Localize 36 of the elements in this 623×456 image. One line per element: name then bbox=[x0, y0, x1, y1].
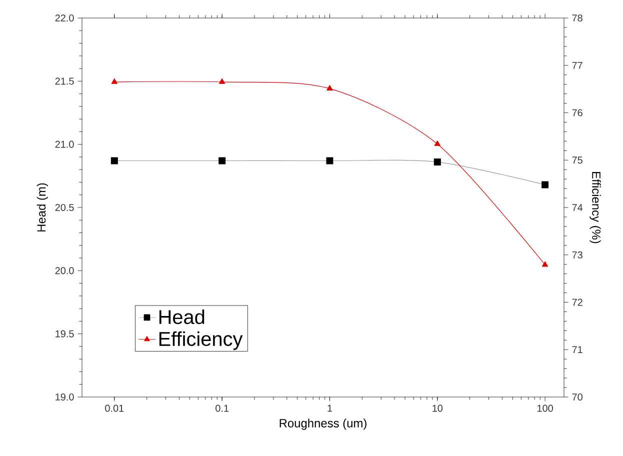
y-tick-label: 21.0 bbox=[55, 140, 74, 148]
y-tick-label: 21.5 bbox=[55, 78, 74, 85]
point bbox=[434, 158, 441, 166]
x-tick-label: 0.01 bbox=[105, 404, 124, 412]
point bbox=[434, 140, 440, 146]
y2-axis-title: Efficiency (%) bbox=[590, 172, 601, 244]
y2-tick-label: 77 bbox=[572, 62, 582, 69]
x-tick-label: 10 bbox=[432, 404, 443, 412]
point bbox=[110, 157, 118, 164]
y2-tick-label: 78 bbox=[572, 14, 582, 22]
y2-tick-label: 74 bbox=[572, 204, 583, 211]
point bbox=[219, 78, 226, 84]
legend-label: Head bbox=[159, 309, 204, 324]
x-tick-label: 0.1 bbox=[216, 404, 229, 412]
point bbox=[326, 157, 334, 164]
y-tick-label: 22.0 bbox=[55, 14, 74, 22]
y-axis-title: Head (m) bbox=[36, 183, 48, 232]
y-tick-label: 19.0 bbox=[56, 393, 74, 401]
y-tick-label: 20.5 bbox=[55, 204, 74, 212]
point bbox=[326, 85, 333, 90]
y-tick-label: 20.0 bbox=[55, 267, 74, 274]
y2-tick-label: 72 bbox=[572, 298, 582, 306]
y2-tick-label: 75 bbox=[572, 156, 582, 164]
point bbox=[542, 181, 549, 188]
x-axis-title: Roughness (um) bbox=[280, 418, 366, 430]
x-tick-label: 1 bbox=[328, 404, 332, 412]
y2-tick-label: 73 bbox=[572, 251, 582, 258]
y2-tick-label: 76 bbox=[572, 109, 582, 116]
y2-tick-label: 70 bbox=[572, 393, 582, 401]
legend-label: Efficiency bbox=[159, 331, 243, 350]
point bbox=[542, 261, 548, 267]
y-tick-label: 19.5 bbox=[56, 330, 74, 338]
point bbox=[218, 157, 226, 164]
y2-tick-label: 71 bbox=[572, 346, 582, 354]
point bbox=[111, 78, 118, 84]
x-tick-label: 100 bbox=[538, 404, 553, 412]
